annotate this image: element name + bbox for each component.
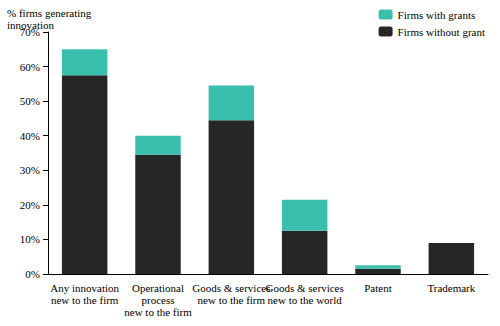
svg-text:20%: 20% [20,199,40,211]
svg-text:% firms generating: % firms generating [7,7,92,19]
svg-text:Any innovation: Any innovation [50,282,119,294]
svg-text:Trademark: Trademark [427,282,475,294]
svg-text:Goods & services: Goods & services [266,282,344,294]
svg-text:0%: 0% [25,268,40,280]
svg-text:60%: 60% [20,61,40,73]
svg-text:new to the world: new to the world [268,294,343,306]
svg-text:Firms with grants: Firms with grants [398,9,476,21]
svg-text:process: process [142,294,175,306]
svg-text:innovation: innovation [7,19,55,31]
svg-text:Patent: Patent [364,282,392,294]
svg-text:70%: 70% [19,26,40,38]
svg-text:Firms without grant: Firms without grant [398,26,485,38]
svg-text:50%: 50% [20,95,40,107]
svg-text:30%: 30% [20,164,40,176]
svg-text:Goods & services: Goods & services [192,282,270,294]
svg-text:10%: 10% [20,233,40,245]
svg-text:new to the firm: new to the firm [51,294,119,306]
svg-text:new to the firm: new to the firm [124,306,192,318]
svg-text:40%: 40% [20,130,40,142]
svg-text:new to the firm: new to the firm [198,294,266,306]
svg-text:Operational: Operational [132,282,184,294]
